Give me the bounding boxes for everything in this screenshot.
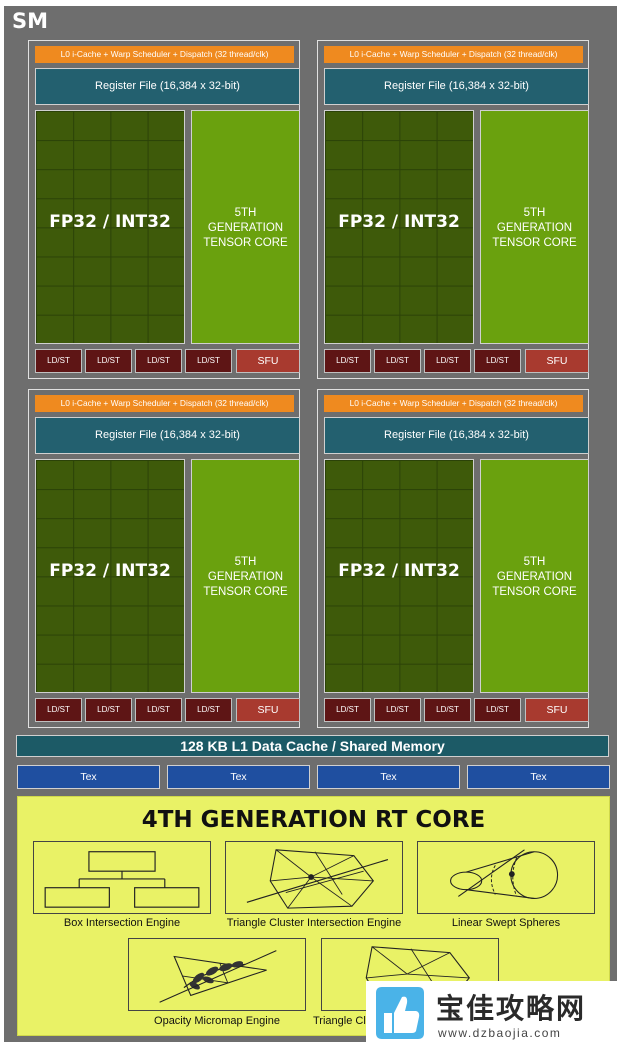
tensor-core: 5TH GENERATION TENSOR CORE — [480, 110, 589, 344]
warp-scheduler: L0 i-Cache + Warp Scheduler + Dispatch (… — [324, 46, 583, 63]
ldst-unit: LD/ST — [374, 349, 421, 373]
tensor-core: 5TH GENERATION TENSOR CORE — [191, 459, 300, 693]
tensor-line: 5TH — [234, 207, 257, 219]
ldst-unit: LD/ST — [474, 698, 521, 722]
sm-title: SM — [12, 9, 49, 33]
leaf-micromap-icon — [159, 950, 277, 1003]
fp32-int32-label: FP32 / INT32 — [49, 561, 171, 581]
register-file: Register File (16,384 x 32-bit) — [35, 68, 300, 105]
tensor-line: 5TH — [234, 556, 257, 568]
sfu-unit: SFU — [525, 349, 589, 373]
ldst-unit: LD/ST — [35, 698, 82, 722]
watermark-text: 宝佳攻略网 — [436, 993, 587, 1024]
triangle-cluster-engine-diagram — [225, 841, 403, 914]
box-hierarchy-icon — [44, 851, 200, 908]
thumbs-up-logo-icon — [376, 987, 424, 1039]
tex-unit: Tex — [317, 765, 460, 789]
tensor-line: GENERATION — [496, 571, 573, 583]
ldst-unit: LD/ST — [185, 698, 232, 722]
processing-block-2: L0 i-Cache + Warp Scheduler + Dispatch (… — [317, 40, 589, 379]
triangle-cluster-engine-label: Triangle Cluster Intersection Engine — [226, 917, 402, 929]
swept-sphere-icon — [450, 849, 559, 899]
triangle-mesh-icon — [246, 849, 389, 909]
warp-scheduler: L0 i-Cache + Warp Scheduler + Dispatch (… — [324, 395, 583, 412]
register-file: Register File (16,384 x 32-bit) — [324, 68, 589, 105]
ldst-unit: LD/ST — [474, 349, 521, 373]
tensor-line: GENERATION — [496, 222, 573, 234]
warp-scheduler: L0 i-Cache + Warp Scheduler + Dispatch (… — [35, 46, 294, 63]
tensor-line: TENSOR CORE — [203, 237, 288, 249]
tensor-core: 5TH GENERATION TENSOR CORE — [480, 459, 589, 693]
ldst-unit: LD/ST — [185, 349, 232, 373]
tensor-line: TENSOR CORE — [203, 586, 288, 598]
processing-block-3: L0 i-Cache + Warp Scheduler + Dispatch (… — [28, 389, 300, 728]
linear-swept-spheres-diagram — [417, 841, 595, 914]
tex-unit: Tex — [17, 765, 160, 789]
tex-unit: Tex — [467, 765, 610, 789]
ldst-unit: LD/ST — [324, 349, 371, 373]
l1-data-cache: 128 KB L1 Data Cache / Shared Memory — [16, 735, 609, 757]
ldst-unit: LD/ST — [424, 698, 471, 722]
warp-scheduler: L0 i-Cache + Warp Scheduler + Dispatch (… — [35, 395, 294, 412]
ldst-unit: LD/ST — [424, 349, 471, 373]
ldst-unit: LD/ST — [85, 698, 132, 722]
fp32-int32-label: FP32 / INT32 — [338, 212, 460, 232]
ldst-unit: LD/ST — [324, 698, 371, 722]
watermark-url: www.dzbaojia.com — [438, 1026, 562, 1040]
tensor-line: TENSOR CORE — [492, 586, 577, 598]
sfu-unit: SFU — [236, 698, 300, 722]
ldst-unit: LD/ST — [135, 349, 182, 373]
processing-block-4: L0 i-Cache + Warp Scheduler + Dispatch (… — [317, 389, 589, 728]
opacity-micromap-engine-label: Opacity Micromap Engine — [154, 1015, 280, 1027]
ldst-unit: LD/ST — [35, 349, 82, 373]
processing-block-1: L0 i-Cache + Warp Scheduler + Dispatch (… — [28, 40, 300, 379]
tensor-core: 5TH GENERATION TENSOR CORE — [191, 110, 300, 344]
fp32-int32-cores: FP32 / INT32 — [324, 459, 474, 693]
fp32-int32-label: FP32 / INT32 — [49, 212, 171, 232]
tensor-line: GENERATION — [207, 222, 284, 234]
rt-core-title: 4TH GENERATION RT CORE — [141, 807, 486, 833]
linear-swept-spheres-label: Linear Swept Spheres — [451, 917, 561, 929]
fp32-int32-cores: FP32 / INT32 — [35, 110, 185, 344]
register-file: Register File (16,384 x 32-bit) — [324, 417, 589, 454]
tensor-line: TENSOR CORE — [492, 237, 577, 249]
sfu-unit: SFU — [525, 698, 589, 722]
fp32-int32-cores: FP32 / INT32 — [35, 459, 185, 693]
tensor-line: GENERATION — [207, 571, 284, 583]
ldst-unit: LD/ST — [135, 698, 182, 722]
box-intersection-engine-label: Box Intersection Engine — [63, 917, 181, 929]
fp32-int32-label: FP32 / INT32 — [338, 561, 460, 581]
sfu-unit: SFU — [236, 349, 300, 373]
opacity-micromap-engine-diagram — [128, 938, 306, 1011]
ldst-unit: LD/ST — [85, 349, 132, 373]
triangle-cluster-engine-label-2: Triangle Cl — [313, 1015, 366, 1027]
fp32-int32-cores: FP32 / INT32 — [324, 110, 474, 344]
tex-unit: Tex — [167, 765, 310, 789]
box-intersection-engine-diagram — [33, 841, 211, 914]
tensor-line: 5TH — [523, 556, 546, 568]
register-file: Register File (16,384 x 32-bit) — [35, 417, 300, 454]
ldst-unit: LD/ST — [374, 698, 421, 722]
tensor-line: 5TH — [523, 207, 546, 219]
